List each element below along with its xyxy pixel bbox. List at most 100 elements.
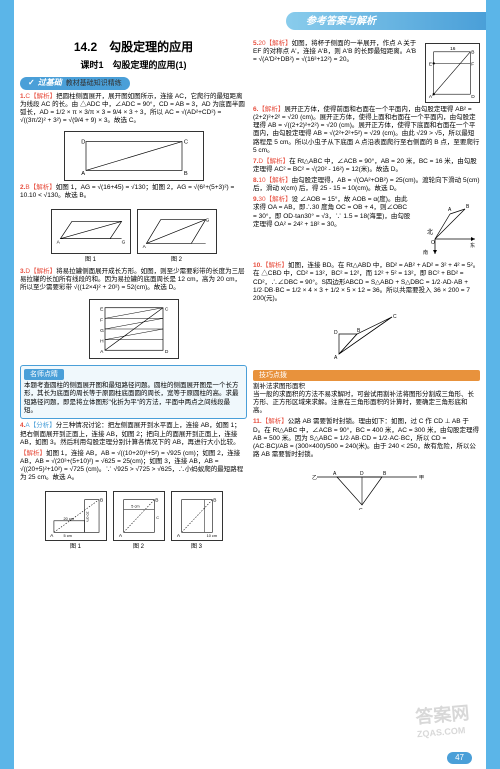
svg-text:B: B (213, 498, 216, 504)
item-tag: D【解析】 (258, 158, 289, 165)
svg-text:16: 16 (450, 46, 456, 52)
svg-text:A: A (81, 171, 85, 177)
svg-text:G: G (121, 240, 125, 246)
svg-text:A: A (142, 245, 146, 251)
item-body: 如图 1，连接 AB，AB = √((10+20)²+5²) = √925 (c… (20, 450, 243, 481)
item-6: 6.【解析】展开正方体，使得前面和右面在一个平面内，由勾股定理得 AB² = (… (253, 106, 480, 155)
svg-text:D: D (164, 349, 168, 355)
watermark: 答案网 ZQAS.COM (415, 702, 472, 742)
figure-11: 乙 甲 A D B C (307, 465, 427, 510)
figure-10: ADBC (327, 309, 407, 364)
fig-4b-wrap: AB5 cmC 图 2 (113, 488, 165, 552)
svg-text:H: H (100, 338, 104, 344)
figure-9: 东南北OAB (415, 199, 480, 259)
item-tag: 10【解析】 (258, 177, 291, 184)
svg-text:A: A (176, 533, 180, 539)
item-tag: D【解析】 (25, 268, 56, 275)
svg-text:A: A (50, 533, 54, 539)
svg-text:乙: 乙 (312, 474, 317, 481)
page-num-text: 47 (455, 753, 464, 762)
item-8: 8.10【解析】由勾股定理得，AB = √(OA²+OB²) = 25(cm)。… (253, 177, 480, 193)
right-column: 5.20【解析】如图，将杯子侧面的一半展开，作点 A 关于 EF 的对称点 A'… (253, 40, 480, 749)
skill-title: 技巧点拨 (253, 370, 480, 381)
item-2: 2.B【解析】如图 1，AG = √(16+45) = √130；如图 2，AG… (20, 184, 247, 200)
content-area: 14.2 勾股定理的应用 课时1 勾股定理的应用(1) 过基础教材基础知识精练 … (20, 40, 480, 749)
item-1: 1.C【解析】把圆柱侧面展开，展开图如图所示，连接 AC，它爬行的最短距离为线段… (20, 93, 247, 126)
svg-text:10 cm: 10 cm (206, 534, 216, 538)
figure-4a: A B 20 cm 10 cm 5 cm (45, 491, 107, 541)
section-row: 过基础教材基础知识精练 (20, 77, 247, 92)
svg-text:F: F (100, 317, 103, 323)
item-10: 10.【解析】如图，连接 BD。在 Rt△ABD 中，BD² = AB² + A… (253, 262, 480, 303)
item-body: 公路 AB 需要暂时封锁。理由如下：如图，过 C 作 CD ⊥ AB 于 D。在… (253, 418, 479, 458)
fig-label: 图 1 (51, 257, 131, 265)
page-number: 47 (447, 752, 472, 764)
svg-text:A': A' (429, 94, 433, 100)
svg-text:C: C (183, 140, 187, 146)
figure-3: ACDEFGH (89, 299, 179, 359)
svg-text:D: D (81, 140, 85, 146)
note-box-1: 名师点睛 本题考查圆柱的侧面展开图和最短路径问题。圆柱的侧面展开图是一个长方形，… (20, 365, 247, 420)
svg-text:A: A (448, 207, 452, 213)
item-body: 展开正方体，使得前面和右面在一个平面内，由勾股定理得 AB² = (2+2)²+… (253, 106, 479, 154)
item-tag: B【解析】 (25, 184, 55, 191)
note-title: 名师点睛 (24, 369, 64, 380)
svg-text:20 cm: 20 cm (63, 517, 73, 521)
header-text: 参考答案与解析 (306, 15, 376, 28)
page-border-left (0, 0, 14, 769)
item-5-row: 5.20【解析】如图，将杯子侧面的一半展开，作点 A 关于 EF 的对称点 A'… (253, 40, 480, 106)
item-7: 7.D【解析】在 Rt△ABC 中，∠ACB = 90°，AB = 20 米，B… (253, 158, 480, 174)
item-9-row: 9.30【解析】设 ∠AOB = 15°，故 AOB = α(度)。由此求得 O… (253, 196, 480, 262)
svg-text:东: 东 (470, 242, 475, 249)
svg-text:A: A (333, 471, 337, 477)
svg-text:10 cm: 10 cm (85, 512, 89, 522)
item-tag: 【解析】 (20, 450, 46, 457)
svg-text:C: C (164, 306, 168, 312)
item-tag: 30【解析】 (258, 196, 291, 203)
svg-text:B: B (466, 204, 470, 210)
figure-row-4: AB20 cm10 cm5 cm 图 1 AB5 cmC 图 2 AB10 cm… (20, 488, 247, 552)
svg-text:5 cm: 5 cm (131, 505, 139, 509)
svg-text:C: C (393, 314, 397, 320)
item-tag: C【解析】 (25, 93, 56, 100)
svg-text:F: F (471, 61, 474, 67)
item-tag: 【解析】 (258, 106, 284, 113)
figure-2a: AG (51, 209, 131, 254)
item-tag: A【分析】 (25, 422, 55, 429)
svg-text:B: B (471, 50, 474, 56)
fig-label: 图 2 (113, 544, 165, 552)
svg-text:B: B (383, 471, 387, 477)
svg-text:A: A (100, 349, 104, 355)
svg-text:E: E (100, 306, 104, 312)
figure-4c: A B 10 cm (171, 491, 223, 541)
main-title: 14.2 勾股定理的应用 (20, 40, 247, 56)
item-4b: 【解析】如图 1，连接 AB，AB = √((10+20)²+5²) = √92… (20, 450, 247, 483)
svg-text:D: D (360, 471, 364, 477)
svg-text:G: G (205, 218, 209, 224)
section-sub: 教材基础知识精练 (66, 79, 122, 88)
svg-text:B: B (100, 498, 103, 504)
svg-text:5 cm: 5 cm (63, 534, 71, 538)
item-num: 10. (253, 262, 262, 269)
item-11: 11.【解析】公路 AB 需要暂时封锁。理由如下：如图，过 C 作 CD ⊥ A… (253, 418, 480, 459)
note-body: 本题考查圆柱的侧面展开图和最短路径问题。圆柱的侧面展开图是一个长方形，其长为底面… (24, 382, 243, 416)
svg-text:C: C (359, 508, 363, 510)
svg-text:甲: 甲 (419, 475, 424, 481)
svg-text:C: C (156, 516, 159, 520)
fig-4c-wrap: AB10 cm 图 3 (171, 488, 223, 552)
figure-1: A B C D (64, 131, 204, 181)
fig-4a-wrap: AB20 cm10 cm5 cm 图 1 (45, 488, 107, 552)
svg-text:D: D (471, 94, 475, 100)
section-tag-text: 过基础 (38, 78, 62, 88)
figure-row-2: AG 图 1 AG 图 2 (20, 206, 247, 265)
fig-2b-wrap: AG 图 2 (137, 206, 217, 265)
svg-text:B: B (183, 171, 187, 177)
svg-text:南: 南 (423, 249, 428, 256)
svg-text:A: A (56, 240, 60, 246)
item-9: 9.30【解析】设 ∠AOB = 15°，故 AOB = α(度)。由此求得 O… (253, 196, 411, 259)
svg-text:O: O (431, 240, 435, 246)
item-tag: 【解析】 (262, 418, 288, 425)
item-4: 4.A【分析】分三种情况讨论：把左侧面展开到水平面上，连接 AB，如图 1；把右… (20, 422, 247, 446)
item-5: 5.20【解析】如图，将杯子侧面的一半展开，作点 A 关于 EF 的对称点 A'… (253, 40, 421, 103)
svg-text:A: A (334, 355, 338, 361)
